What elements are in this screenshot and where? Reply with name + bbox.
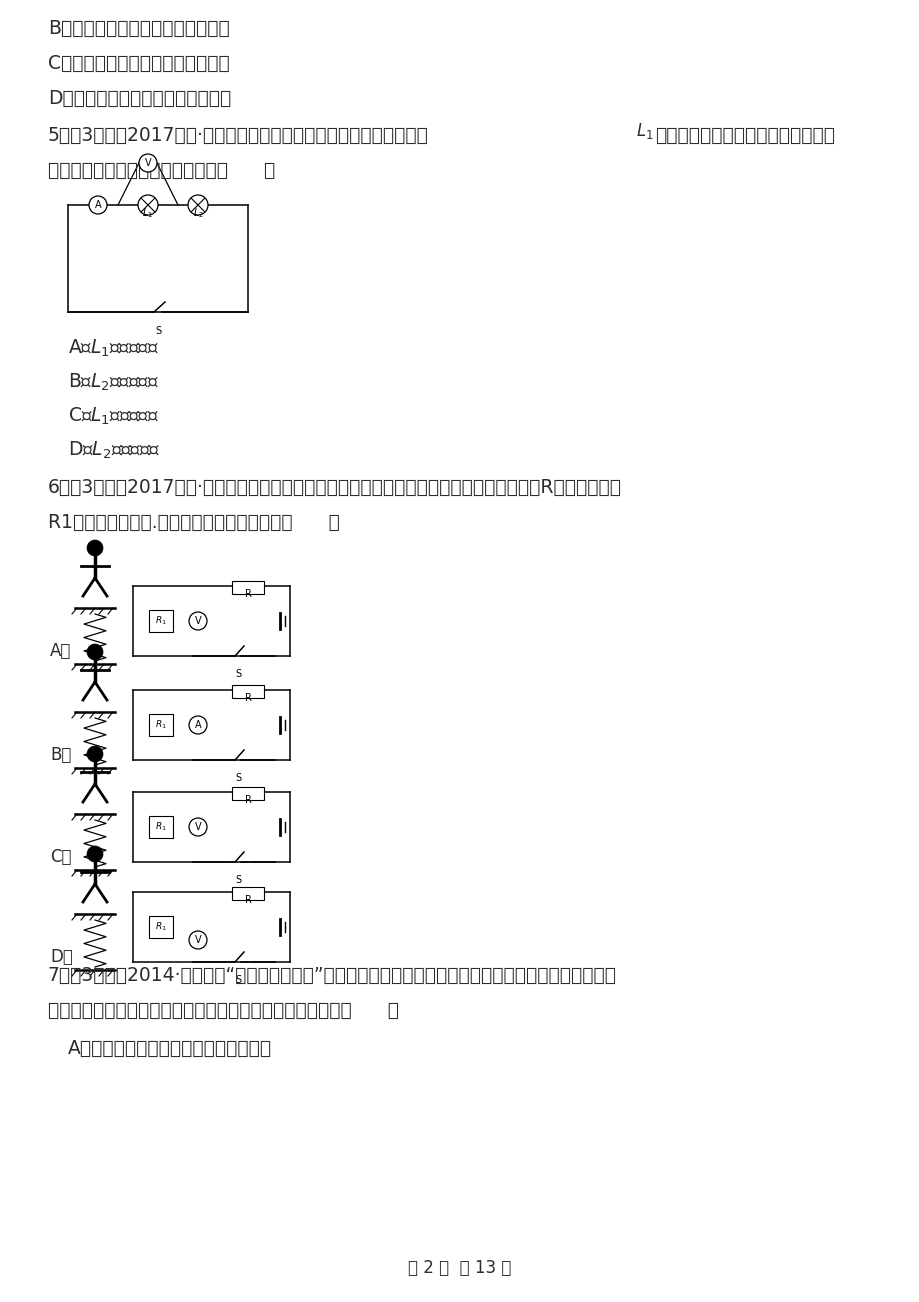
Text: 表读数为零，则可能出现的故障是（      ）: 表读数为零，则可能出现的故障是（ ）	[48, 160, 275, 180]
Text: B．电流表示数增大，电压表有示数: B．电流表示数增大，电压表有示数	[48, 18, 230, 38]
Text: $R_1$: $R_1$	[155, 615, 166, 628]
Text: S: S	[234, 875, 241, 885]
Text: 5．（3分）（2017九上·濮阳期末）如右图串联电路中，用电压表测灯: 5．（3分）（2017九上·濮阳期末）如右图串联电路中，用电压表测灯	[48, 125, 428, 145]
Text: A．吸油烟机的风扇和照明灯泡是串联的: A．吸油烟机的风扇和照明灯泡是串联的	[68, 1039, 272, 1057]
Text: 有物理，在他所观察到的现象和对现象的分析中，错误的是（      ）: 有物理，在他所观察到的现象和对现象的分析中，错误的是（ ）	[48, 1000, 399, 1019]
Text: $L_1$: $L_1$	[142, 206, 153, 220]
Circle shape	[188, 931, 207, 949]
Bar	[149, 713, 173, 736]
Circle shape	[89, 197, 107, 214]
Circle shape	[138, 195, 158, 215]
Text: R: R	[244, 693, 251, 703]
Text: D．电流表示数增大，电压表无示数: D．电流表示数增大，电压表无示数	[48, 89, 231, 108]
Text: S: S	[234, 669, 241, 680]
Circle shape	[187, 195, 208, 215]
Text: $L_1$: $L_1$	[635, 121, 652, 141]
Bar	[149, 611, 173, 631]
Bar	[232, 786, 264, 799]
Text: $R_1$: $R_1$	[155, 921, 166, 934]
Bar	[232, 887, 264, 900]
Bar	[232, 581, 264, 594]
Text: R: R	[244, 894, 251, 905]
Circle shape	[188, 612, 207, 630]
Text: A: A	[95, 201, 101, 210]
Text: A: A	[195, 720, 201, 730]
Text: S: S	[154, 326, 161, 336]
Text: R: R	[244, 796, 251, 805]
Text: R1是滑动变阻器）.可以测量人体重的电路是（      ）: R1是滑动变阻器）.可以测量人体重的电路是（ ）	[48, 513, 339, 531]
Text: D．: D．	[50, 948, 73, 966]
Bar	[149, 917, 173, 937]
Text: D．$L_2$发生了短路: D．$L_2$发生了短路	[68, 439, 160, 461]
Text: S: S	[234, 975, 241, 986]
Text: 7．（3分）（2014·营口）在“爱生活，爱物理”观察实践活动中，小明同学细心观察，发现原来生活中处处: 7．（3分）（2014·营口）在“爱生活，爱物理”观察实践活动中，小明同学细心观…	[48, 966, 617, 984]
Circle shape	[87, 540, 103, 556]
Text: $L_2$: $L_2$	[192, 206, 203, 220]
Circle shape	[188, 818, 207, 836]
Circle shape	[188, 716, 207, 734]
Text: V: V	[195, 616, 201, 626]
Text: C．: C．	[50, 848, 72, 866]
Text: $R_1$: $R_1$	[155, 820, 166, 833]
Circle shape	[87, 746, 103, 762]
Text: S: S	[234, 773, 241, 783]
Text: V: V	[195, 822, 201, 832]
Text: B．$L_2$的灯丝断了: B．$L_2$的灯丝断了	[68, 371, 159, 393]
Text: V: V	[144, 158, 151, 168]
Text: B．: B．	[50, 746, 72, 764]
Text: 第 2 页  共 13 页: 第 2 页 共 13 页	[408, 1259, 511, 1277]
Text: 6．（3分）（2017八上·哈尔滨期中）小明观察了市场上的测重仪后，设计了如图四个电路（R是定值电阻，: 6．（3分）（2017八上·哈尔滨期中）小明观察了市场上的测重仪后，设计了如图四…	[48, 478, 621, 496]
Text: V: V	[195, 935, 201, 945]
Circle shape	[139, 154, 157, 172]
Text: 两端的电压，当开关闭合时发现电压: 两端的电压，当开关闭合时发现电压	[654, 125, 834, 145]
Text: C．电流表示数减小，电压表有示数: C．电流表示数减小，电压表有示数	[48, 53, 230, 73]
Text: A．: A．	[50, 642, 72, 660]
Text: A．$L_1$的灯丝断了: A．$L_1$的灯丝断了	[68, 337, 159, 358]
Text: R: R	[244, 589, 251, 599]
Circle shape	[87, 644, 103, 660]
Bar	[232, 685, 264, 698]
Circle shape	[87, 846, 103, 862]
Text: C．$L_1$发生了短路: C．$L_1$发生了短路	[68, 405, 159, 427]
Text: $R_1$: $R_1$	[155, 719, 166, 732]
Bar	[149, 816, 173, 838]
